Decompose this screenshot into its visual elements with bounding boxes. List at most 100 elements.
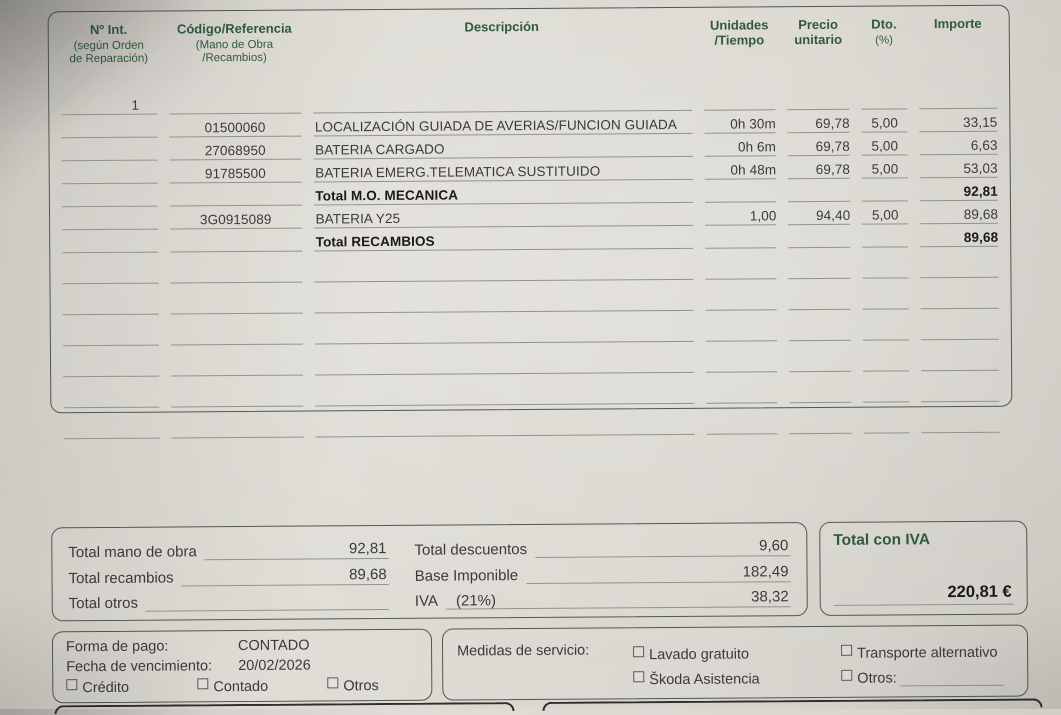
checkbox-icon[interactable] [66, 679, 78, 691]
checkbox-credito[interactable]: Crédito [66, 679, 197, 696]
cell-price: 94,40 [788, 205, 851, 226]
cell-desc [313, 260, 694, 283]
checkbox-icon[interactable] [197, 678, 209, 690]
cell-num [61, 118, 158, 139]
col-title: Descripción [464, 18, 539, 35]
cell-price [787, 90, 850, 111]
cell-code [170, 263, 302, 284]
totals-box: Total mano de obra 92,81 Total recambios… [51, 522, 808, 622]
forma-de-pago-row: Forma de pago: CONTADO [66, 635, 418, 656]
bottom-box-right-edge [542, 698, 1043, 711]
checkbox-otros-servicio[interactable]: Otros: [841, 669, 1013, 687]
cell-num: 1 [61, 95, 158, 116]
cell-num [61, 210, 158, 231]
checkbox-label: Contado [213, 678, 269, 696]
leader-line [204, 543, 327, 561]
col-subtitle: (%) [875, 34, 894, 47]
cell-desc: LOCALIZACIÓN GUIADA DE AVERIAS/FUNCION G… [312, 114, 693, 137]
payment-checkboxes-row: Crédito Contado Otros [66, 676, 418, 698]
cell-units [704, 229, 777, 249]
table-row-empty [63, 406, 1000, 440]
cell-num [62, 326, 159, 347]
otros-blank-line [900, 673, 1005, 687]
checkbox-lavado-gratuito[interactable]: Lavado gratuito [633, 646, 833, 663]
fecha-vencimiento-value: 20/02/2026 [238, 657, 311, 675]
total-otros-row: Total otros [69, 588, 389, 612]
cell-code [169, 232, 302, 253]
col-title: Precio unitario [794, 16, 843, 48]
cell-desc [314, 415, 695, 438]
iva-row: IVA (21%) 38,32 [415, 585, 791, 610]
col-header-num-int: Nº Int. (según Orden de Reparación) [61, 22, 157, 67]
cell-price [789, 290, 851, 311]
cell-dto: 5,00 [862, 205, 909, 225]
cell-num [62, 264, 159, 285]
total-label: IVA [414, 592, 439, 610]
checkbox-label: Crédito [82, 679, 130, 697]
cell-code [171, 387, 303, 408]
cell-price [789, 414, 852, 435]
forma-de-pago-label: Forma de pago: [65, 638, 169, 655]
col-header-descripcion: Descripción [312, 18, 691, 36]
checkbox-icon[interactable] [327, 677, 339, 689]
total-descuentos-row: Total descuentos 9,60 [414, 534, 791, 559]
total-label: Base Imponible [414, 566, 519, 585]
payment-box: Forma de pago: CONTADO Fecha de vencimie… [51, 628, 433, 704]
checkbox-icon[interactable] [841, 669, 853, 681]
cell-num [61, 187, 158, 208]
checkbox-icon[interactable] [633, 646, 645, 658]
checkbox-label: Otros: [857, 670, 897, 687]
cell-dto [862, 259, 909, 279]
cell-units [705, 322, 778, 342]
checkbox-skoda-asistencia[interactable]: Škoda Asistencia [633, 671, 833, 688]
cell-importe [921, 413, 1000, 434]
base-imponible-row: Base Imponible 182,49 [414, 560, 791, 585]
total-con-iva-value: 220,81 € [833, 582, 1014, 606]
cell-units [704, 260, 777, 280]
cell-price: 69,78 [787, 136, 850, 157]
checkbox-label: Škoda Asistencia [649, 671, 760, 689]
total-con-iva-box: Total con IVA 220,81 € [819, 520, 1028, 616]
leader-line [535, 540, 729, 558]
cell-code [168, 94, 301, 115]
cell-importe [921, 351, 1000, 372]
table-row-empty [62, 251, 999, 285]
cell-num [63, 419, 160, 440]
checkbox-icon[interactable] [841, 644, 853, 656]
service-options-grid: Lavado gratuito Transporte alternativo Š… [633, 636, 1013, 689]
cell-price [789, 383, 852, 404]
cell-num [61, 164, 158, 185]
cell-num [61, 141, 158, 162]
total-recambios-row: Total recambios 89,68 [68, 562, 389, 587]
cell-units: 0h 48m [704, 160, 777, 180]
cell-desc [314, 384, 694, 407]
service-measures-box: Medidas de servicio: Lavado gratuito Tra… [441, 624, 1029, 701]
cell-importe: 53,03 [919, 158, 998, 179]
total-value: 9,60 [728, 537, 791, 557]
line-items-table: Nº Int. (según Orden de Reparación) Códi… [47, 4, 1013, 440]
cell-dto [862, 290, 909, 310]
total-mano-de-obra-row: Total mano de obra 92,81 [68, 537, 389, 561]
cell-desc: Total M.O. MECANICA [313, 183, 693, 206]
checkbox-contado[interactable]: Contado [197, 678, 327, 695]
table-row-empty [63, 344, 1000, 378]
checkbox-transporte-alternativo[interactable]: Transporte alternativo [841, 645, 1013, 662]
total-value: 92,81 [326, 539, 389, 560]
totals-left-column: Total mano de obra 92,81 Total recambios… [68, 537, 389, 612]
cell-dto [862, 228, 909, 248]
col-header-unidades: Unidades /Tiempo [703, 17, 775, 48]
checkbox-otros[interactable]: Otros [327, 677, 379, 695]
checkbox-label: Otros [343, 678, 379, 695]
cell-importe [920, 258, 999, 279]
cell-num [62, 295, 159, 316]
checkbox-icon[interactable] [633, 671, 645, 683]
cell-importe: 89,68 [920, 227, 999, 248]
cell-desc: BATERIA EMERG.TELEMATICA SUSTITUIDO [313, 160, 693, 183]
cell-units [704, 183, 777, 203]
total-value [326, 607, 389, 611]
col-subtitle: (según Orden de Reparación) [69, 39, 149, 66]
cell-dto [861, 90, 908, 110]
cell-importe: 89,68 [920, 204, 999, 225]
cell-importe [919, 89, 998, 110]
